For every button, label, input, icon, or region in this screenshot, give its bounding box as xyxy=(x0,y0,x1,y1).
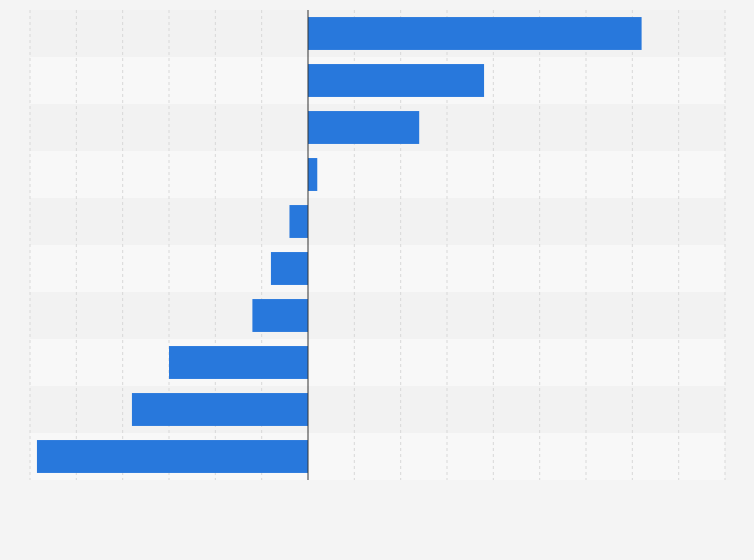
row-band xyxy=(30,245,725,292)
bar[interactable] xyxy=(169,346,308,379)
bar[interactable] xyxy=(308,17,642,50)
row-band xyxy=(30,292,725,339)
bar[interactable] xyxy=(308,111,420,144)
row-band xyxy=(30,151,725,198)
bar[interactable] xyxy=(270,252,308,285)
gridlines xyxy=(29,10,726,480)
bar[interactable] xyxy=(308,158,318,191)
bar[interactable] xyxy=(252,299,308,332)
bar[interactable] xyxy=(131,393,308,426)
bar[interactable] xyxy=(36,440,308,473)
row-band xyxy=(30,198,725,245)
bar[interactable] xyxy=(308,64,485,97)
row-band xyxy=(30,339,725,386)
bars xyxy=(36,17,642,473)
bar[interactable] xyxy=(289,205,308,238)
